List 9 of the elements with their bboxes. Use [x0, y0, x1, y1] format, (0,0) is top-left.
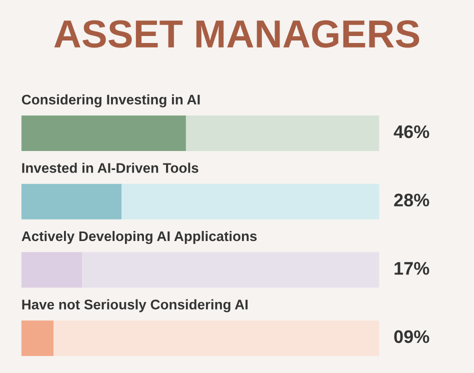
y-tick-label: Considering Investing in AI — [22, 94, 200, 108]
y-tick-label: Have not Seriously Considering AI — [22, 299, 248, 312]
data-label: 28% — [394, 194, 430, 206]
data-label: 17% — [394, 262, 430, 275]
y-tick-label: Invested in AI-Driven Tools — [22, 162, 198, 173]
y-tick-label: Actively Developing AI Applications — [22, 230, 257, 244]
data-label: 46% — [394, 125, 430, 138]
data-label: 09% — [394, 330, 430, 344]
chart-title: ASSET MANAGERS — [54, 20, 420, 48]
